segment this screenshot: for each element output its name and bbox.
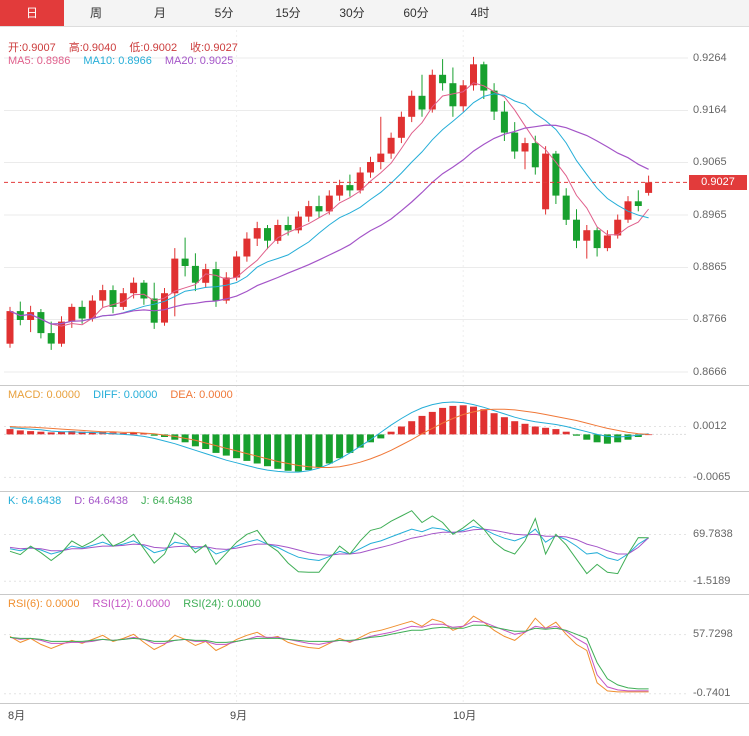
y-axis-label: 0.8965 (693, 209, 727, 221)
candlesticks (6, 56, 653, 350)
tab-week[interactable]: 周 (89, 6, 102, 20)
rsi12-value: RSI(12): 0.0000 (92, 598, 171, 610)
last-price-badge: 0.9027 (689, 175, 747, 190)
y-axis-label: 0.9065 (693, 156, 727, 168)
x-axis-label-oct: 10月 (453, 710, 477, 722)
ma10-label: MA10: 0.8966 (83, 55, 152, 67)
k-value: K: 64.6438 (8, 495, 62, 507)
rsi6-line (9, 615, 649, 693)
close-value: 收:0.9027 (190, 42, 238, 54)
ma-info-row: MA5: 0.8986 MA10: 0.8966 MA20: 0.9025 (8, 55, 233, 67)
tab-month[interactable]: 月 (153, 6, 166, 20)
tab-4hour[interactable]: 4时 (470, 6, 490, 20)
macd-histogram (6, 405, 653, 472)
rsi24-value: RSI(24): 0.0000 (183, 598, 261, 610)
d-value: D: 64.6438 (74, 495, 129, 507)
x-axis-label-aug: 8月 (8, 710, 26, 722)
j-line (9, 510, 649, 575)
main-gridlines (4, 30, 688, 702)
dea-line (9, 408, 649, 468)
diff-line (9, 401, 649, 473)
j-value: J: 64.6438 (141, 495, 193, 507)
y-axis-label: 0.8766 (693, 313, 727, 325)
macd-axis-label: 0.0012 (693, 420, 727, 432)
tab-5min[interactable]: 5分 (214, 6, 234, 20)
period-tab-bar: 日 周 月 5分 15分 30分 60分 4时 (0, 0, 749, 27)
tab-30min[interactable]: 30分 (339, 6, 365, 20)
y-axis-label: 0.8865 (693, 261, 727, 273)
diff-value: DIFF: 0.0000 (93, 389, 158, 401)
ohlc-info-row: 开:0.9007 高:0.9040 低:0.9002 收:0.9027 (8, 39, 238, 55)
y-axis-label: 0.9164 (693, 104, 727, 116)
rsi6-value: RSI(6): 0.0000 (8, 598, 80, 610)
ma5-label: MA5: 0.8986 (8, 55, 71, 67)
ma20-label: MA20: 0.9025 (164, 55, 234, 67)
ma20-line (9, 124, 649, 325)
dea-value: DEA: 0.0000 (170, 389, 233, 401)
kdj-axis-label: 69.7838 (693, 528, 733, 540)
tab-15min[interactable]: 15分 (275, 6, 301, 20)
macd-value: MACD: 0.0000 (8, 389, 81, 401)
y-axis-label: 0.8666 (693, 366, 727, 378)
rsi12-line (9, 620, 649, 692)
kdj-info-row: K: 64.6438 D: 64.6438 J: 64.6438 (8, 495, 192, 507)
open-value: 开:0.9007 (8, 42, 56, 54)
kdj-axis-label: -1.5189 (693, 575, 731, 587)
x-axis-label-sep: 9月 (230, 710, 248, 722)
macd-info-row: MACD: 0.0000 DIFF: 0.0000 DEA: 0.0000 (8, 389, 233, 401)
high-value: 高:0.9040 (68, 42, 117, 54)
ma5-line (9, 82, 649, 327)
macd-axis-label: -0.0065 (693, 471, 731, 483)
tab-day[interactable]: 日 (0, 0, 64, 26)
d-line (9, 528, 649, 556)
y-axis-label: 0.9264 (693, 52, 727, 64)
rsi24-line (9, 624, 649, 690)
rsi-axis-label: -0.7401 (693, 687, 731, 699)
rsi-info-row: RSI(6): 0.0000 RSI(12): 0.0000 RSI(24): … (8, 598, 261, 610)
tab-60min[interactable]: 60分 (403, 6, 429, 20)
low-value: 低:0.9002 (129, 42, 178, 54)
rsi-axis-label: 57.7298 (693, 628, 733, 640)
